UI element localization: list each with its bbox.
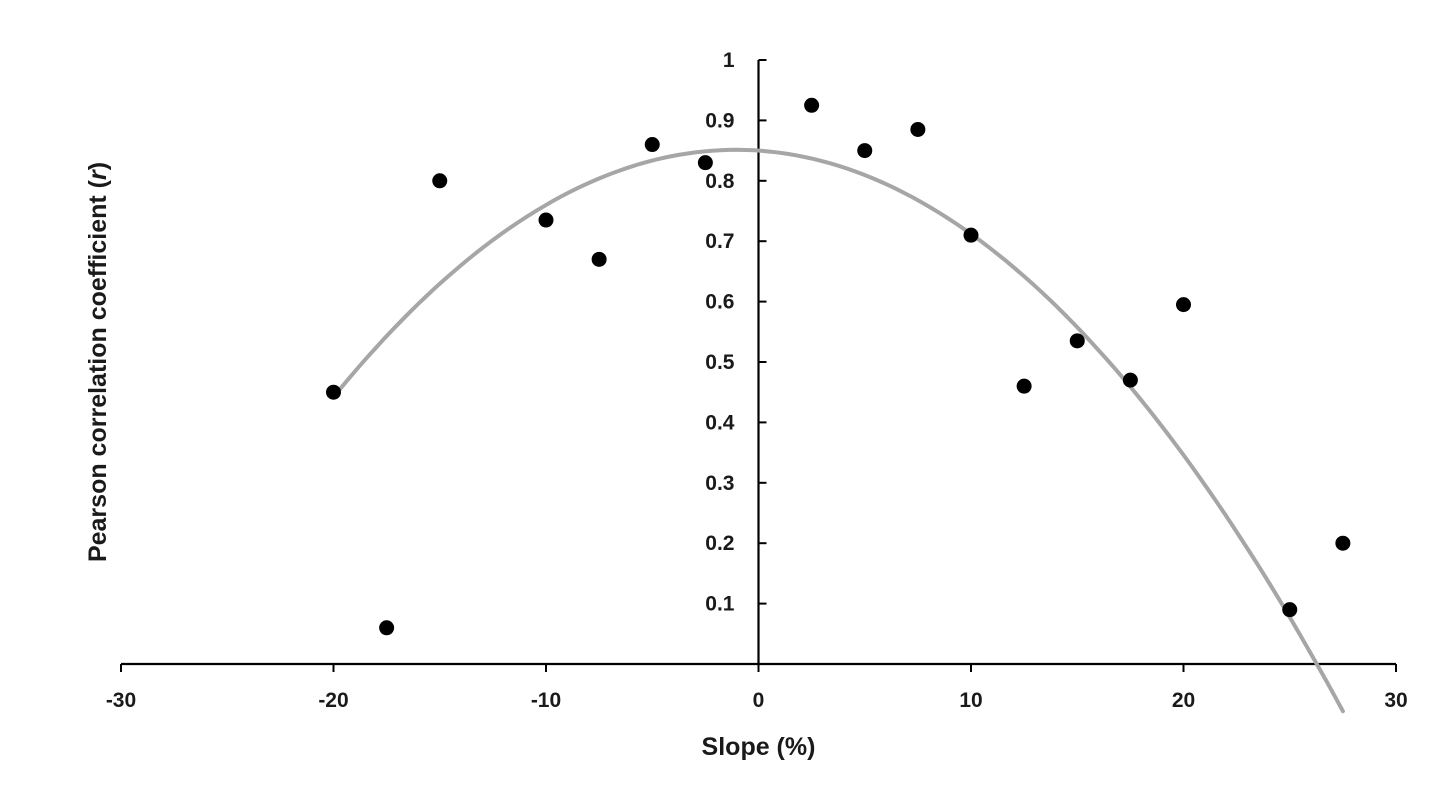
x-tick-label: -10 — [531, 689, 561, 712]
y-axis-title-close: ) — [84, 162, 112, 170]
data-point — [1069, 333, 1085, 349]
data-point — [591, 251, 607, 267]
y-tick-label: 0.1 — [705, 593, 735, 616]
x-ticks: -30 -20 -10 0 10 20 30 — [106, 664, 1408, 712]
data-point — [432, 173, 448, 189]
y-tick-label: 0.2 — [705, 532, 734, 555]
x-tick-label: -30 — [106, 689, 136, 712]
data-point — [1176, 297, 1191, 313]
y-ticks: 0.1 0.2 0.3 0.4 0.5 0.6 0.7 0.8 0.9 1 — [705, 49, 767, 616]
y-tick-label: 0.3 — [705, 472, 734, 495]
data-point — [1122, 372, 1138, 388]
x-tick-label: 30 — [1384, 689, 1407, 712]
y-tick-label: 0.4 — [705, 411, 735, 434]
y-axis-title-text: Pearson correlation coefficient ( — [84, 179, 112, 562]
data-point — [910, 121, 926, 137]
data-point — [326, 384, 341, 400]
y-tick-label: 0.7 — [705, 230, 734, 253]
x-tick-label: 0 — [753, 689, 765, 712]
data-point — [1335, 535, 1351, 551]
data-point — [963, 227, 979, 243]
y-tick-label: 0.8 — [705, 170, 735, 193]
y-axis-title-italic: r — [84, 169, 112, 180]
data-point — [1016, 378, 1032, 394]
y-tick-label: 0.5 — [705, 351, 735, 374]
trendline — [331, 147, 1345, 714]
data-point — [804, 97, 820, 113]
data-point — [857, 143, 873, 159]
y-tick-label: 0.6 — [705, 291, 734, 314]
data-point — [644, 137, 660, 153]
y-tick-label: 0.9 — [705, 109, 734, 132]
data-point — [538, 212, 554, 228]
data-point — [379, 620, 395, 636]
x-axis-title: Slope (%) — [702, 733, 816, 761]
x-tick-label: 10 — [959, 689, 982, 712]
data-points — [326, 97, 1351, 636]
x-tick-label: -20 — [318, 689, 348, 712]
data-point — [697, 155, 713, 171]
data-point — [1282, 602, 1298, 618]
x-tick-label: 20 — [1172, 689, 1195, 712]
y-tick-label: 1 — [723, 49, 735, 72]
y-axis-title: Pearson correlation coefficient (r) — [84, 162, 112, 562]
